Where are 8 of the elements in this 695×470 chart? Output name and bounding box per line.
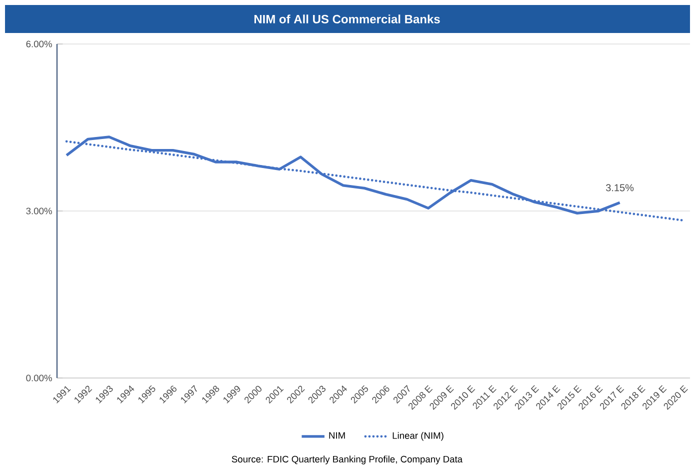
y-tick-label: 6.00% [26,40,52,48]
chart-title: NIM of All US Commercial Banks [254,14,440,24]
y-tick-label: 0.00% [26,374,52,382]
legend-label: NIM [329,432,345,439]
source-note: Source: FDIC Quarterly Banking Profile, Company Data [232,456,463,464]
y-tick-label: 3.00% [26,208,52,214]
annotation: 3.15% [606,184,634,192]
legend-label: Linear (NIM) [392,432,444,441]
